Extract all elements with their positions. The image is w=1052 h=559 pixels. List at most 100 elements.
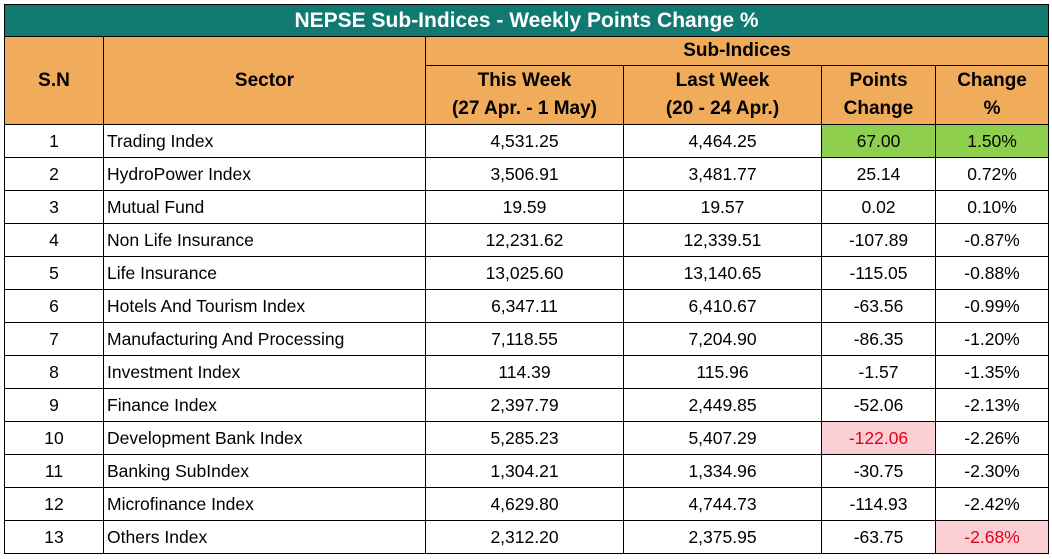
cell-points-change: 67.00 xyxy=(821,124,936,158)
cell-sector: Hotels And Tourism Index xyxy=(103,289,426,323)
table-row: 8 Investment Index 114.39 115.96 -1.57 -… xyxy=(4,355,1050,389)
header-points-line1: Points xyxy=(849,70,908,91)
cell-this-week: 12,231.62 xyxy=(425,223,624,257)
table-row: 7 Manufacturing And Processing 7,118.55 … xyxy=(4,322,1050,356)
table-row: 12 Microfinance Index 4,629.80 4,744.73 … xyxy=(4,487,1050,521)
cell-last-week: 7,204.90 xyxy=(623,322,822,356)
table-row: 3 Mutual Fund 19.59 19.57 0.02 0.10% xyxy=(4,190,1050,224)
cell-sn: 2 xyxy=(4,157,104,191)
cell-change-percent: -0.87% xyxy=(934,223,1050,257)
table-row: 5 Life Insurance 13,025.60 13,140.65 -11… xyxy=(4,256,1050,290)
header-points-change: Points Change xyxy=(821,65,936,125)
cell-this-week: 4,531.25 xyxy=(425,124,624,158)
cell-last-week: 2,449.85 xyxy=(623,388,822,422)
cell-this-week: 19.59 xyxy=(425,190,624,224)
cell-sector: HydroPower Index xyxy=(103,157,426,191)
cell-last-week: 4,464.25 xyxy=(623,124,822,158)
cell-sector: Banking SubIndex xyxy=(103,454,426,488)
header-this-week: This Week (27 Apr. - 1 May) xyxy=(425,65,624,125)
cell-points-change: -86.35 xyxy=(821,322,936,356)
table-row: 11 Banking SubIndex 1,304.21 1,334.96 -3… xyxy=(4,454,1050,488)
cell-change-percent: 1.50% xyxy=(934,124,1050,158)
cell-sn: 1 xyxy=(4,124,104,158)
cell-sn: 13 xyxy=(4,520,104,554)
cell-last-week: 13,140.65 xyxy=(623,256,822,290)
table-row: 4 Non Life Insurance 12,231.62 12,339.51… xyxy=(4,223,1050,257)
cell-points-change: 25.14 xyxy=(821,157,936,191)
table-title: NEPSE Sub-Indices - Weekly Points Change… xyxy=(3,4,1050,37)
cell-this-week: 3,506.91 xyxy=(425,157,624,191)
cell-sn: 11 xyxy=(4,454,104,488)
cell-points-change: -107.89 xyxy=(821,223,936,257)
cell-sector: Life Insurance xyxy=(103,256,426,290)
header-change-percent: Change % xyxy=(934,65,1050,125)
cell-change-percent: 0.72% xyxy=(934,157,1050,191)
cell-last-week: 5,407.29 xyxy=(623,421,822,455)
cell-sector: Development Bank Index xyxy=(103,421,426,455)
cell-last-week: 2,375.95 xyxy=(623,520,822,554)
header-sn: S.N xyxy=(4,36,104,125)
cell-last-week: 19.57 xyxy=(623,190,822,224)
header-change-line2: % xyxy=(983,98,1001,119)
cell-this-week: 2,397.79 xyxy=(425,388,624,422)
cell-sn: 12 xyxy=(4,487,104,521)
header-last-week: Last Week (20 - 24 Apr.) xyxy=(623,65,822,125)
cell-sn: 5 xyxy=(4,256,104,290)
header-last-week-line1: Last Week xyxy=(675,70,770,91)
cell-points-change: -63.75 xyxy=(821,520,936,554)
cell-change-percent: -0.99% xyxy=(934,289,1050,323)
cell-change-percent: -2.30% xyxy=(934,454,1050,488)
cell-change-percent: -2.13% xyxy=(934,388,1050,422)
cell-points-change: -122.06 xyxy=(821,421,936,455)
cell-sector: Manufacturing And Processing xyxy=(103,322,426,356)
cell-sn: 7 xyxy=(4,322,104,356)
cell-sn: 10 xyxy=(4,421,104,455)
cell-last-week: 115.96 xyxy=(623,355,822,389)
table-row: 13 Others Index 2,312.20 2,375.95 -63.75… xyxy=(4,520,1050,554)
cell-sector: Non Life Insurance xyxy=(103,223,426,257)
header-change-line1: Change xyxy=(957,70,1027,91)
cell-points-change: -52.06 xyxy=(821,388,936,422)
cell-sector: Microfinance Index xyxy=(103,487,426,521)
cell-sector: Finance Index xyxy=(103,388,426,422)
header-sub-indices: Sub-Indices xyxy=(424,36,1050,66)
cell-last-week: 1,334.96 xyxy=(623,454,822,488)
cell-last-week: 4,744.73 xyxy=(623,487,822,521)
table-row: 9 Finance Index 2,397.79 2,449.85 -52.06… xyxy=(4,388,1050,422)
header-sector: Sector xyxy=(103,36,426,125)
table-row: 6 Hotels And Tourism Index 6,347.11 6,41… xyxy=(4,289,1050,323)
cell-last-week: 3,481.77 xyxy=(623,157,822,191)
table-row: 2 HydroPower Index 3,506.91 3,481.77 25.… xyxy=(4,157,1050,191)
cell-change-percent: -2.68% xyxy=(934,520,1050,554)
cell-sn: 9 xyxy=(4,388,104,422)
cell-points-change: -63.56 xyxy=(821,289,936,323)
cell-change-percent: -2.26% xyxy=(934,421,1050,455)
sub-indices-table: NEPSE Sub-Indices - Weekly Points Change… xyxy=(3,4,1050,554)
cell-change-percent: -2.42% xyxy=(934,487,1050,521)
cell-this-week: 2,312.20 xyxy=(425,520,624,554)
header-last-week-line2: (20 - 24 Apr.) xyxy=(665,98,780,119)
cell-this-week: 13,025.60 xyxy=(425,256,624,290)
header-this-week-line1: This Week xyxy=(477,70,572,91)
cell-sn: 6 xyxy=(4,289,104,323)
cell-sn: 8 xyxy=(4,355,104,389)
cell-sector: Mutual Fund xyxy=(103,190,426,224)
cell-sector: Trading Index xyxy=(103,124,426,158)
cell-this-week: 5,285.23 xyxy=(425,421,624,455)
cell-points-change: 0.02 xyxy=(821,190,936,224)
cell-this-week: 114.39 xyxy=(425,355,624,389)
header-points-line2: Change xyxy=(843,98,914,119)
cell-last-week: 12,339.51 xyxy=(623,223,822,257)
cell-change-percent: -1.35% xyxy=(934,355,1050,389)
cell-change-percent: -1.20% xyxy=(934,322,1050,356)
cell-this-week: 1,304.21 xyxy=(425,454,624,488)
cell-change-percent: -0.88% xyxy=(934,256,1050,290)
cell-last-week: 6,410.67 xyxy=(623,289,822,323)
cell-sn: 4 xyxy=(4,223,104,257)
cell-this-week: 6,347.11 xyxy=(425,289,624,323)
header-this-week-line2: (27 Apr. - 1 May) xyxy=(451,98,597,119)
cell-sn: 3 xyxy=(4,190,104,224)
cell-points-change: -114.93 xyxy=(821,487,936,521)
table-row: 1 Trading Index 4,531.25 4,464.25 67.00 … xyxy=(4,124,1050,158)
cell-sector: Others Index xyxy=(103,520,426,554)
